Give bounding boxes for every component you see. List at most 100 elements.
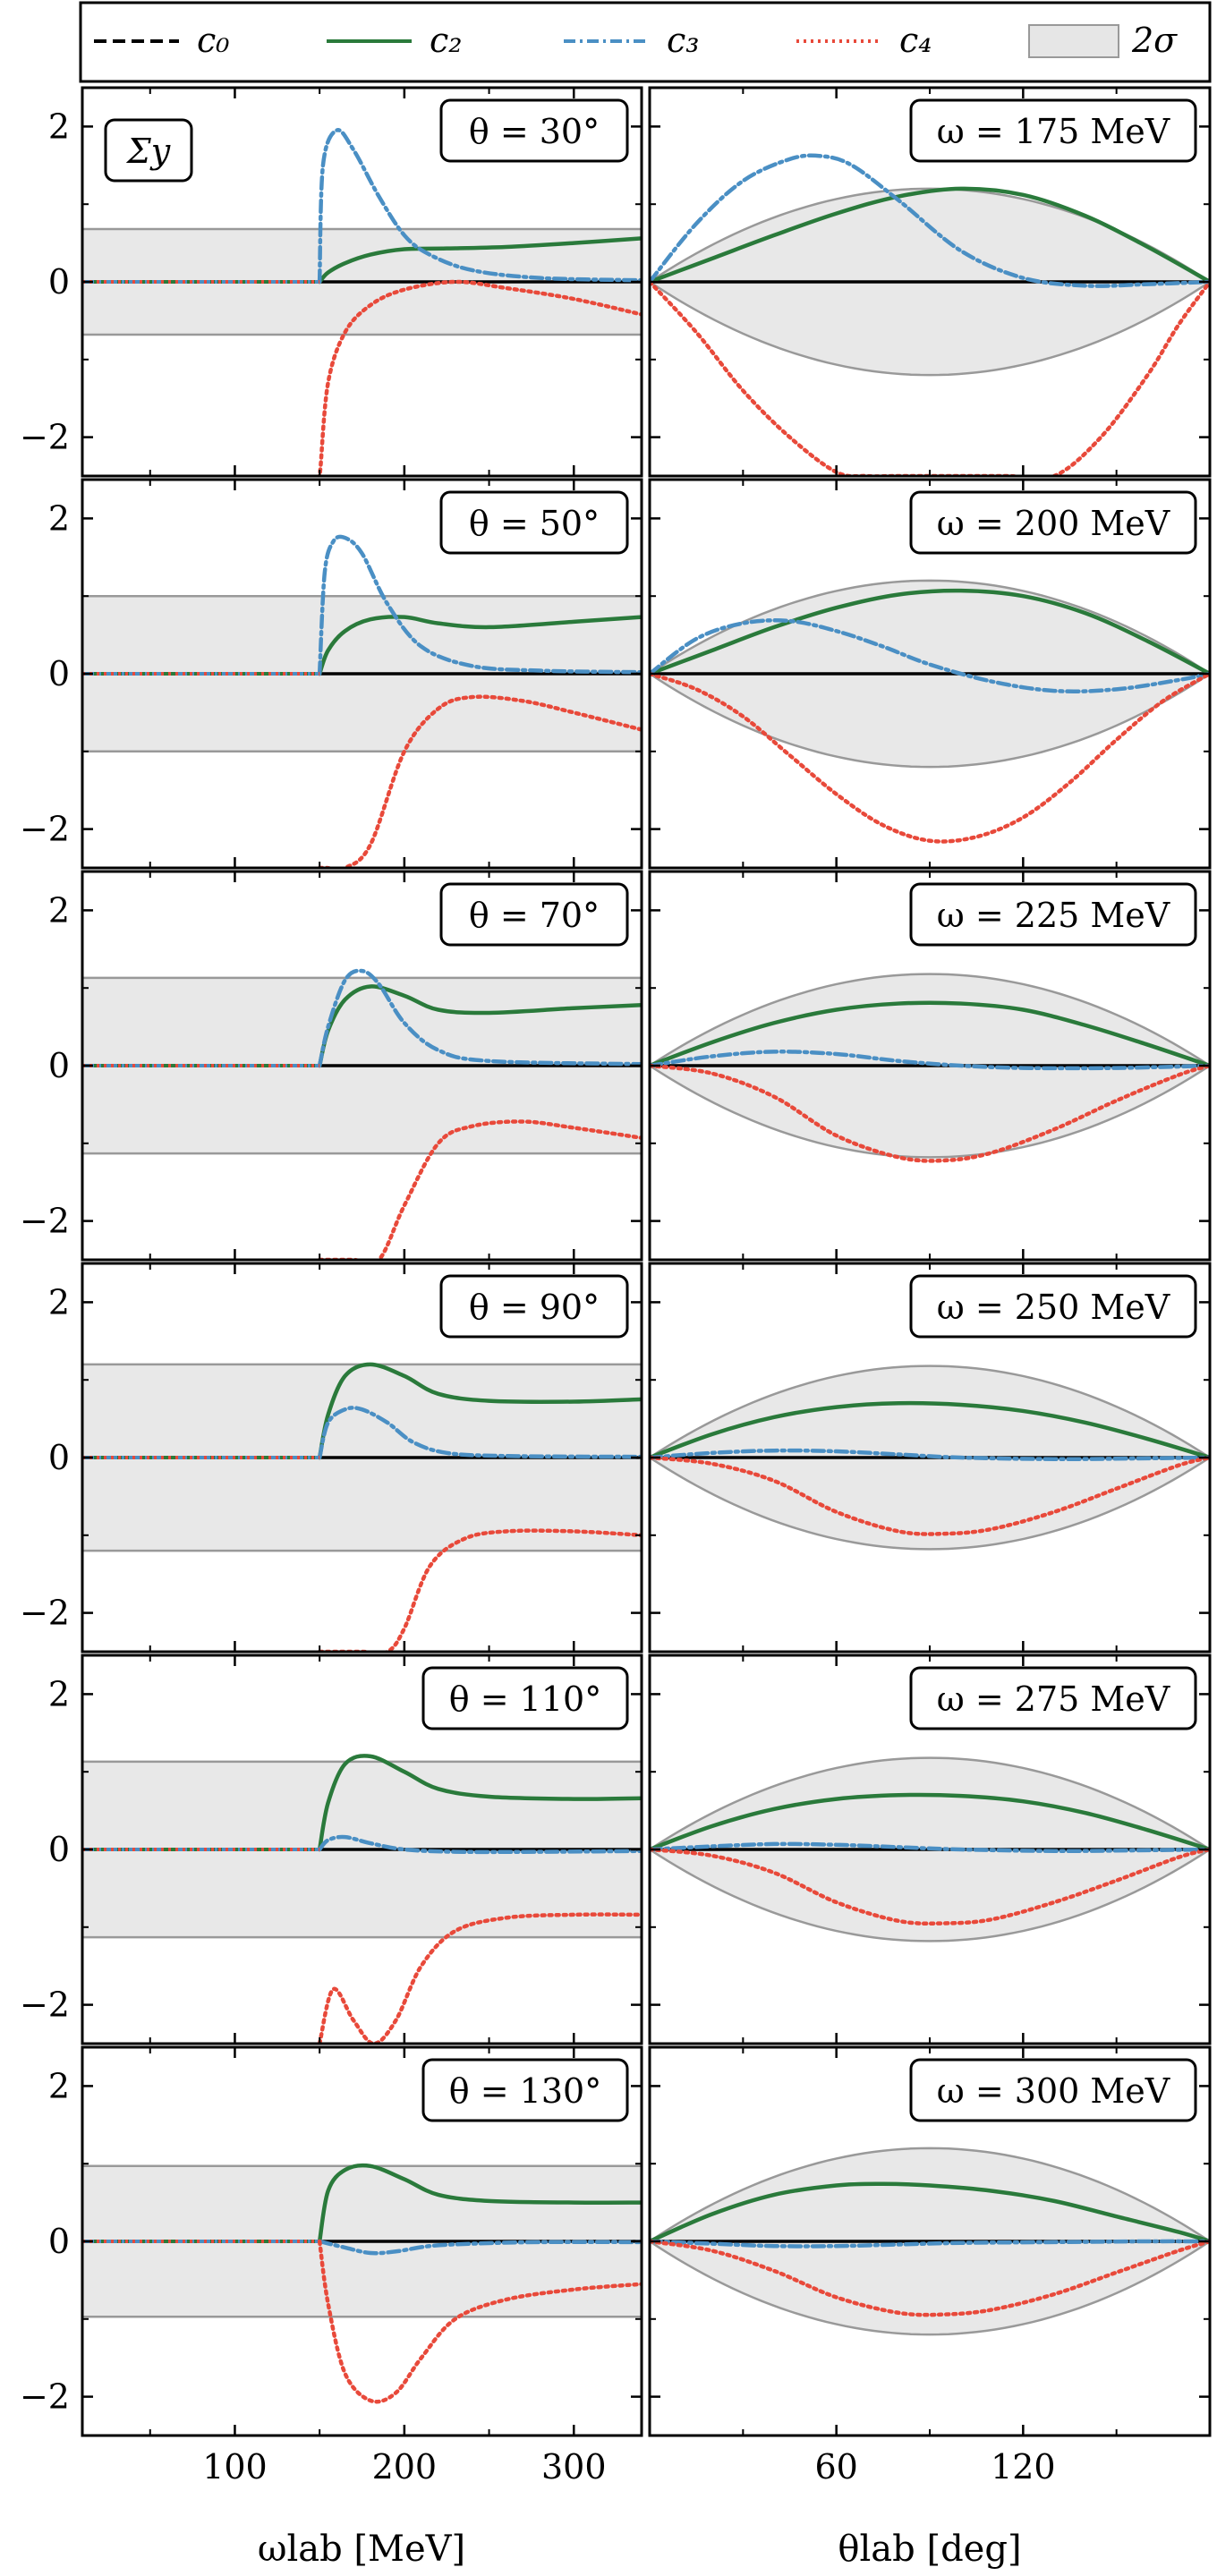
legend-label-1: c₂ [430, 21, 463, 60]
legend-band-swatch [1028, 24, 1119, 58]
y-tick-label: 2 [48, 890, 70, 930]
panel-left-2: −2 0 2 θ = 70° [20, 870, 643, 1262]
y-tick-label: 0 [48, 1438, 70, 1477]
band-lower-edge [650, 1064, 1210, 1159]
band-upper-edge [650, 1756, 1210, 1851]
series-c4-line [650, 671, 1210, 844]
panel-title: θ = 70° [469, 896, 600, 935]
y-tick-label: 2 [48, 2066, 70, 2105]
series-c3-line [650, 2239, 1210, 2249]
series-c2-line [317, 984, 642, 1068]
series-c4-line [650, 1847, 1210, 1926]
series-c4-line [317, 694, 642, 868]
band-lower-edge [650, 2240, 1210, 2336]
panel-title: θ = 130° [449, 2071, 601, 2111]
panel-right-3: ω = 250 MeV [648, 1262, 1212, 1654]
series-c2-line [317, 1362, 642, 1460]
series-c4-line [650, 1455, 1210, 1536]
panel-title-box [909, 882, 1197, 947]
series-c3-line [650, 618, 1210, 693]
y-tick-label: −2 [20, 1594, 70, 1633]
y-tick-label: 0 [48, 654, 70, 693]
band-lower-edge [650, 1456, 1210, 1551]
series-c2-line [650, 2181, 1210, 2244]
panel-title: ω = 175 MeV [937, 112, 1170, 151]
panel-title-box [421, 1666, 629, 1730]
panel-title: θ = 110° [449, 1679, 601, 1719]
panel-title: θ = 30° [469, 112, 600, 151]
observable-label: Σy [125, 132, 171, 171]
band-upper-edge [650, 973, 1210, 1067]
y-tick-label: 2 [48, 1674, 70, 1713]
legend-label-2sigma: 2σ [1131, 21, 1178, 60]
panel-left-3: −2 0 2 θ = 90° [20, 1262, 643, 1654]
panel-right-0: ω = 175 MeV [648, 86, 1212, 478]
series-c2-line [317, 2163, 642, 2244]
panel-title-box [439, 490, 629, 555]
series-c4-line [317, 2239, 642, 2404]
y-tick-label: 0 [48, 262, 70, 302]
series-c3-line [317, 2239, 642, 2256]
series-c3-line [650, 1448, 1210, 1462]
panel-right-2: ω = 225 MeV [648, 870, 1212, 1262]
series-c2-line [650, 186, 1210, 285]
y-tick-label: 2 [48, 106, 70, 146]
x-tick-label: 120 [991, 2447, 1056, 2487]
band-lower-edge [650, 280, 1210, 377]
panel-title: ω = 200 MeV [937, 504, 1170, 543]
x-tick-label: 200 [372, 2447, 438, 2487]
y-tick-label: −2 [20, 810, 70, 849]
panel-title: θ = 50° [469, 504, 600, 543]
series-c4-line [650, 279, 1210, 476]
panel-right-4: ω = 275 MeV [648, 1654, 1212, 2045]
series-c3-line [650, 1841, 1210, 1854]
panel-left-5: −2 0 2 100 200 300 θ = 130° [20, 2045, 643, 2487]
y-tick-label: 0 [48, 1830, 70, 1869]
series-c2-line [650, 1400, 1210, 1460]
series-c2-line [650, 1792, 1210, 1852]
panel-left-0: −2 0 2 θ = 30° Σy [20, 86, 643, 478]
legend-label-3: c₄ [899, 21, 932, 60]
series-c4-line [317, 1528, 642, 1652]
panel-right-5: 60 120 ω = 300 MeV [648, 2045, 1212, 2487]
panel-title-box [909, 2058, 1197, 2122]
x-axis-label-right: θlab [deg] [838, 2529, 1021, 2570]
series-c3-line [317, 1406, 642, 1460]
x-tick-label: 100 [202, 2447, 268, 2487]
x-axis-label-left: ωlab [MeV] [258, 2529, 465, 2570]
y-tick-label: 2 [48, 1282, 70, 1322]
panel-title-box [909, 98, 1197, 163]
series-c3-line [317, 1834, 642, 1855]
series-c3-line [317, 128, 642, 285]
observable-box [104, 118, 193, 183]
y-tick-label: 0 [48, 2222, 70, 2261]
y-tick-label: −2 [20, 418, 70, 457]
panel-left-1: −2 0 2 θ = 50° [20, 478, 643, 870]
series-c2-line [650, 588, 1210, 676]
panel-title-box [439, 1274, 629, 1339]
legend-label-0: c₀ [197, 21, 230, 60]
x-tick-label: 60 [814, 2447, 857, 2487]
x-tick-label: 300 [541, 2447, 607, 2487]
panel-title-box [421, 2058, 629, 2122]
series-c4-line [317, 1119, 642, 1260]
panel-title: ω = 225 MeV [937, 896, 1170, 935]
series-c4-line [317, 279, 642, 476]
series-c2-line [317, 615, 642, 676]
panel-title-box [909, 490, 1197, 555]
band-lower-edge [650, 672, 1210, 769]
axis-labels: ωlab [MeV] θlab [deg] [258, 2529, 1022, 2570]
series-c3-line [317, 968, 642, 1068]
panel-left-4: −2 0 2 θ = 110° [20, 1654, 643, 2045]
y-tick-label: −2 [20, 1985, 70, 2025]
series-c3-line [650, 153, 1210, 288]
series-c2-line [317, 1754, 642, 1852]
series-c2-line [650, 1000, 1210, 1068]
band-upper-edge [650, 1365, 1210, 1459]
series-c3-line [317, 534, 642, 676]
panel-title: ω = 250 MeV [937, 1288, 1170, 1327]
legend-label-2: c₃ [667, 21, 700, 60]
series-c2-line [317, 236, 642, 285]
band-lower-edge [650, 1848, 1210, 1943]
